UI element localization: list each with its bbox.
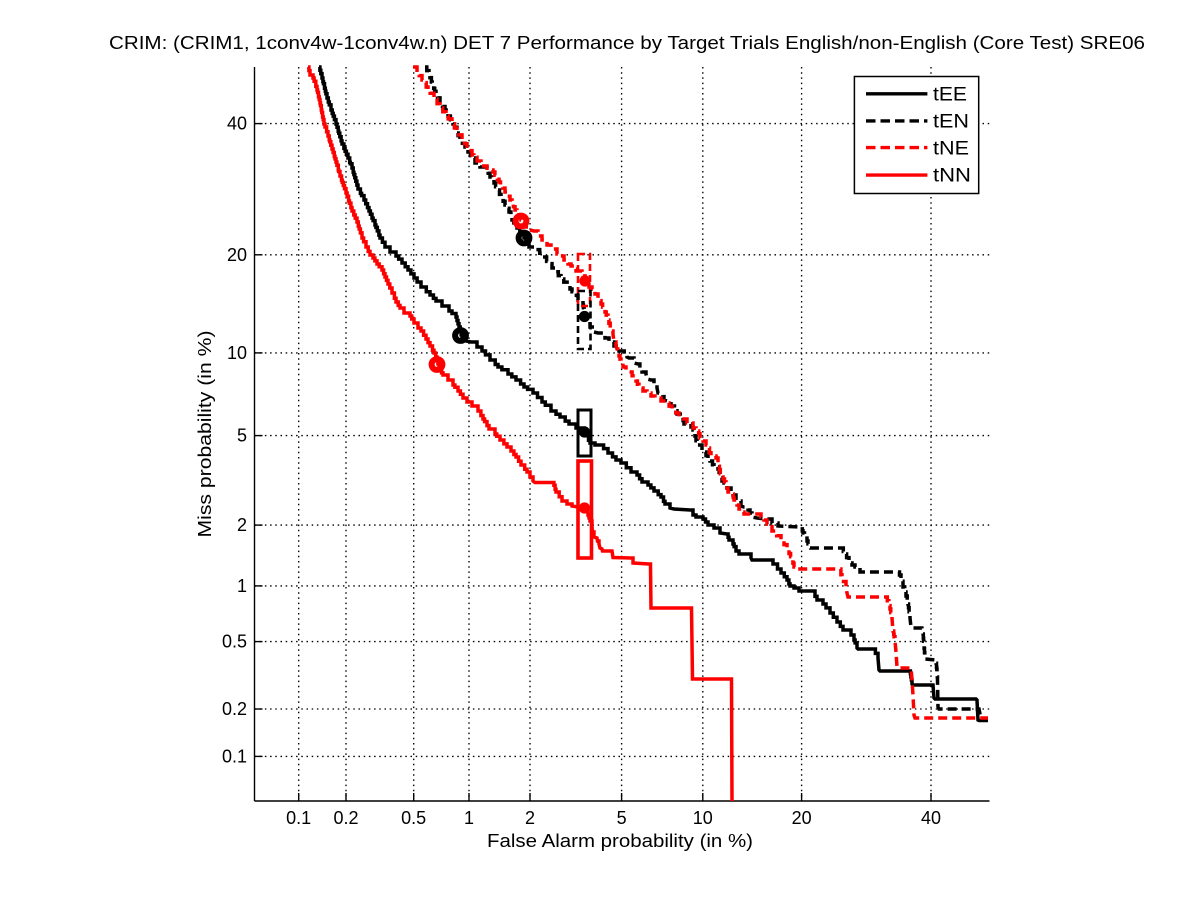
svg-text:0.5: 0.5 — [222, 632, 247, 652]
svg-text:tEE: tEE — [933, 85, 967, 106]
svg-text:Miss probability (in %): Miss probability (in %) — [195, 331, 215, 538]
svg-text:5: 5 — [617, 808, 627, 828]
svg-text:10: 10 — [227, 343, 247, 363]
svg-text:5: 5 — [237, 426, 247, 446]
svg-text:0.2: 0.2 — [222, 699, 247, 719]
svg-text:0.1: 0.1 — [222, 746, 247, 766]
svg-text:1: 1 — [237, 576, 247, 596]
svg-text:0.1: 0.1 — [286, 808, 311, 828]
svg-text:CRIM: (CRIM1, 1conv4w-1conv4w.: CRIM: (CRIM1, 1conv4w-1conv4w.n) DET 7 P… — [109, 33, 1145, 53]
svg-text:tEN: tEN — [933, 112, 969, 133]
svg-text:40: 40 — [921, 808, 941, 828]
svg-text:40: 40 — [227, 114, 247, 134]
svg-text:tNE: tNE — [933, 139, 969, 160]
svg-text:20: 20 — [792, 808, 812, 828]
svg-text:0.2: 0.2 — [333, 808, 358, 828]
svg-text:20: 20 — [227, 245, 247, 265]
svg-text:tNN: tNN — [933, 166, 971, 187]
svg-text:1: 1 — [464, 808, 474, 828]
svg-text:2: 2 — [237, 515, 247, 535]
svg-text:False Alarm probability (in %): False Alarm probability (in %) — [487, 831, 753, 851]
svg-text:0.5: 0.5 — [401, 808, 426, 828]
svg-text:10: 10 — [693, 808, 713, 828]
svg-text:2: 2 — [525, 808, 535, 828]
